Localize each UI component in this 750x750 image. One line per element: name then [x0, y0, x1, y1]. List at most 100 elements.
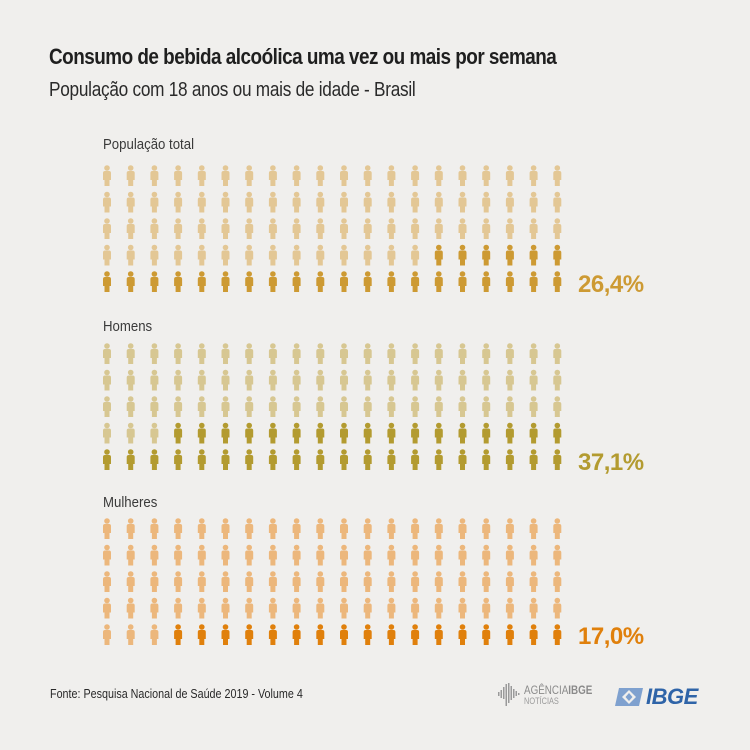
person-icon-empty [340, 518, 348, 539]
person-icon-empty [197, 369, 206, 391]
person-icon-empty [221, 343, 230, 364]
person-icon-empty [411, 597, 420, 619]
person-icon-empty [221, 396, 230, 417]
person-icon-empty [363, 244, 372, 266]
person-icon-empty [126, 544, 135, 566]
person-icon-filled [221, 624, 230, 645]
person-icon-empty [529, 218, 538, 239]
person-icon-empty [245, 218, 254, 239]
person-icon-empty [529, 518, 538, 539]
person-icon-empty [174, 191, 183, 213]
person-icon-empty [434, 571, 443, 592]
person-icon-empty [411, 218, 420, 239]
person-icon-empty [434, 597, 443, 619]
person-icon-empty [174, 369, 183, 391]
person-icon-filled [316, 271, 325, 292]
person-icon-filled [363, 449, 372, 470]
person-icon-filled [411, 422, 420, 444]
person-icon-filled [553, 624, 562, 645]
person-icon-filled [221, 449, 230, 470]
person-icon-filled [553, 449, 562, 470]
person-icon-empty [245, 571, 254, 592]
person-icon-empty [529, 396, 538, 417]
person-icon-filled [197, 422, 206, 444]
person-icon-filled [411, 271, 420, 292]
person-icon-empty [411, 544, 420, 566]
person-icon-empty [411, 343, 420, 364]
person-icon-empty [292, 369, 301, 391]
person-icon-empty [316, 244, 325, 266]
person-icon-empty [268, 244, 277, 266]
person-icon-empty [103, 396, 111, 417]
person-icon-empty [245, 369, 254, 391]
person-icon-filled [434, 422, 443, 444]
person-icon-empty [553, 571, 562, 592]
person-icon-empty [340, 396, 348, 417]
person-icon-empty [482, 396, 491, 417]
person-icon-empty [103, 518, 111, 539]
person-icon-empty [245, 343, 254, 364]
person-icon-empty [174, 597, 183, 619]
person-icon-filled [268, 624, 277, 645]
person-icon-empty [434, 165, 443, 186]
person-icon-empty [316, 518, 325, 539]
person-icon-empty [363, 165, 372, 186]
person-icon-empty [292, 597, 301, 619]
person-icon-filled [387, 624, 396, 645]
person-icon-empty [553, 165, 562, 186]
person-icon-empty [316, 544, 325, 566]
person-icon-filled [505, 624, 514, 645]
person-icon-empty [387, 518, 396, 539]
person-icon-empty [434, 343, 443, 364]
percent-label-mulheres: 17,0% [578, 623, 644, 650]
person-icon-empty [529, 571, 538, 592]
person-icon-empty [150, 597, 159, 619]
person-icon-empty [529, 597, 538, 619]
person-icon-empty [126, 369, 135, 391]
person-icon-filled [505, 244, 514, 266]
person-icon-empty [553, 544, 562, 566]
person-icon-empty [529, 343, 538, 364]
pictogram-grid-total [103, 165, 562, 292]
person-icon-empty [553, 369, 562, 391]
person-icon-filled [387, 449, 396, 470]
person-icon-filled [363, 271, 372, 292]
person-icon-empty [126, 165, 135, 186]
person-icon-empty [482, 544, 491, 566]
pictogram-grid-homens [103, 343, 562, 470]
person-icon-filled [174, 449, 183, 470]
person-icon-empty [411, 518, 420, 539]
person-icon-empty [340, 597, 348, 619]
person-icon-filled [434, 449, 443, 470]
person-icon-filled [482, 271, 491, 292]
person-icon-filled [458, 624, 467, 645]
person-icon-empty [292, 191, 301, 213]
person-icon-empty [505, 343, 514, 364]
person-icon-empty [363, 191, 372, 213]
person-icon-filled [316, 422, 325, 444]
person-icon-filled [553, 244, 562, 266]
person-icon-empty [221, 518, 230, 539]
person-icon-empty [316, 396, 325, 417]
agencia-word: AGÊNCIA [524, 683, 569, 697]
person-icon-empty [316, 165, 325, 186]
person-icon-empty [245, 544, 254, 566]
person-icon-empty [292, 396, 301, 417]
person-icon-empty [197, 396, 206, 417]
person-icon-empty [363, 518, 372, 539]
person-icon-empty [221, 165, 230, 186]
person-icon-empty [411, 571, 420, 592]
person-icon-filled [245, 624, 254, 645]
person-icon-empty [268, 218, 277, 239]
person-icon-empty [482, 518, 491, 539]
person-icon-empty [363, 218, 372, 239]
person-icon-filled [316, 624, 325, 645]
person-icon-empty [103, 624, 111, 645]
person-icon-empty [387, 244, 396, 266]
person-icon-empty [103, 165, 111, 186]
person-icon-empty [174, 244, 183, 266]
person-icon-empty [316, 571, 325, 592]
percent-label-total: 26,4% [578, 271, 644, 298]
person-icon-empty [363, 571, 372, 592]
person-icon-empty [434, 191, 443, 213]
